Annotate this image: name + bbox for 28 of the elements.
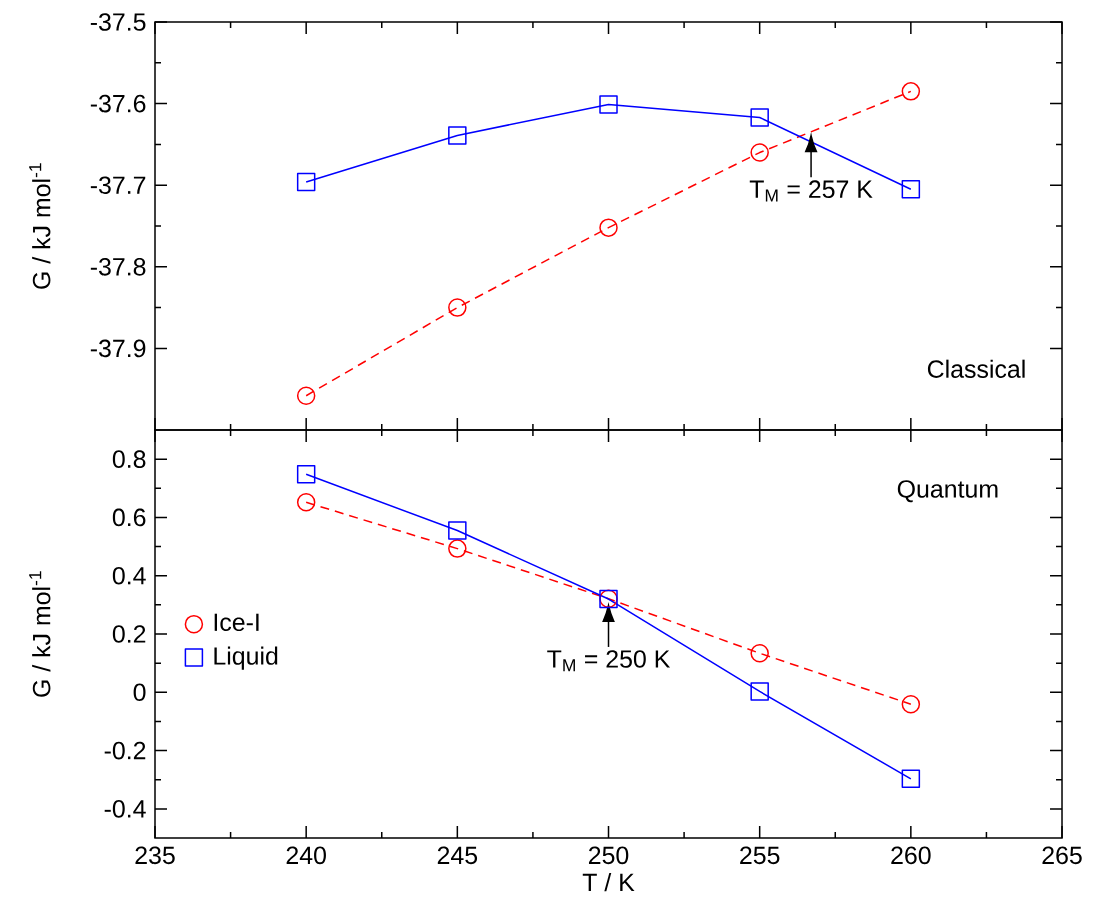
y-tick-label: 0.6 <box>112 508 146 527</box>
y-axis-title: G / kJ mol$^{-1}$ <box>29 571 51 697</box>
x-tick-label: 260 <box>891 846 931 865</box>
y-tick-label: 0.4 <box>112 566 146 585</box>
y-tick-label: -0.2 <box>104 741 146 760</box>
y-tick-label: -37.9 <box>90 339 146 358</box>
x-tick-label: 235 <box>135 846 175 865</box>
y-tick-label: -37.8 <box>90 257 146 276</box>
y-tick-label: -37.6 <box>90 94 146 113</box>
y-tick-label: 0.2 <box>112 625 146 643</box>
y-axis-title: G / kJ mol$^{-1}$ <box>29 163 51 289</box>
y-tick-label: -37.7 <box>90 176 146 195</box>
legend-label: Liquid <box>214 646 278 670</box>
annotation: T$_{M}$ = 250 K <box>547 650 671 672</box>
annotation: Quantum <box>897 480 998 503</box>
x-tick-label: 245 <box>437 846 478 865</box>
y-tick-label: -0.4 <box>104 800 146 818</box>
y-tick-label: 0 <box>133 683 146 702</box>
annotation: Classical <box>927 359 1025 378</box>
x-axis-title: T / K <box>582 872 635 892</box>
x-tick-label: 255 <box>740 846 780 865</box>
annotation: T$_{M}$ = 257 K <box>749 180 873 202</box>
x-tick-label: 265 <box>1042 846 1082 865</box>
legend-label: Ice-I <box>214 613 259 632</box>
y-tick-label: -37.5 <box>90 13 146 31</box>
x-tick-label: 240 <box>286 846 326 865</box>
y-tick-label: 0.8 <box>112 450 146 468</box>
x-tick-label: 250 <box>588 846 629 865</box>
